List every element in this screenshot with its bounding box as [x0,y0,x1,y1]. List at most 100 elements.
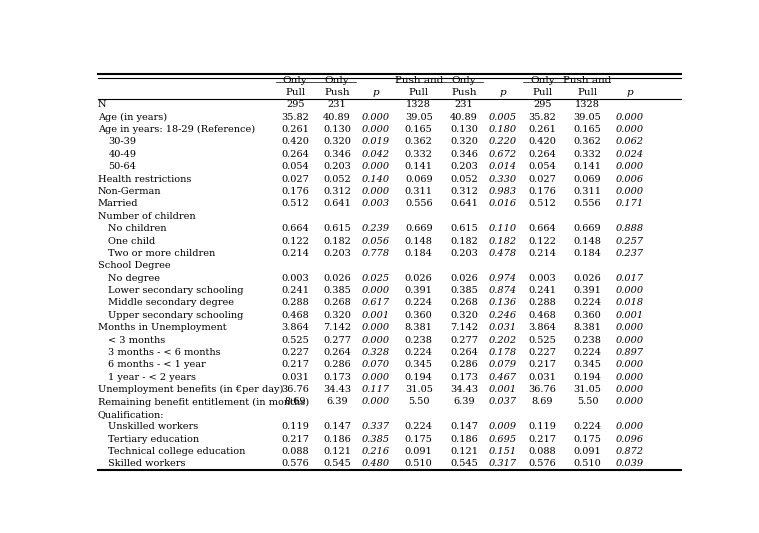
Text: 3 months - < 6 months: 3 months - < 6 months [109,348,221,357]
Text: 0.069: 0.069 [574,175,601,183]
Text: N: N [98,100,106,109]
Text: 0.264: 0.264 [323,348,351,357]
Text: 8.381: 8.381 [405,323,433,332]
Text: Lower secondary schooling: Lower secondary schooling [109,286,244,295]
Text: 0.385: 0.385 [323,286,351,295]
Text: 0.669: 0.669 [405,224,433,233]
Text: 0.224: 0.224 [574,298,602,308]
Text: 0.173: 0.173 [323,373,351,382]
Text: 30-39: 30-39 [109,138,137,147]
Text: 0.214: 0.214 [528,249,556,258]
Text: 0.264: 0.264 [450,348,478,357]
Text: Middle secondary degree: Middle secondary degree [109,298,235,308]
Text: 0.332: 0.332 [405,150,433,159]
Text: 0.173: 0.173 [450,373,478,382]
Text: 0.039: 0.039 [616,459,644,469]
Text: Non-German: Non-German [98,187,162,196]
Text: Only: Only [283,76,307,85]
Text: 0.385: 0.385 [362,434,390,443]
Text: 0.224: 0.224 [405,422,433,431]
Text: 0.148: 0.148 [405,237,433,246]
Text: 0.186: 0.186 [323,434,351,443]
Text: 0.330: 0.330 [489,175,517,183]
Text: 0.121: 0.121 [450,447,478,456]
Text: 0.510: 0.510 [405,459,433,469]
Text: 6.39: 6.39 [326,398,348,407]
Text: 0.983: 0.983 [489,187,517,196]
Text: 0.117: 0.117 [362,385,390,394]
Text: 0.130: 0.130 [450,125,478,134]
Text: 0.203: 0.203 [450,162,478,171]
Text: 0.238: 0.238 [574,336,601,344]
Text: 0.241: 0.241 [281,286,309,295]
Text: Tertiary education: Tertiary education [109,434,200,443]
Text: 8.69: 8.69 [531,398,553,407]
Text: 295: 295 [533,100,552,109]
Text: 0.345: 0.345 [574,360,601,369]
Text: 0.264: 0.264 [282,150,309,159]
Text: 0.545: 0.545 [323,459,351,469]
Text: Pull: Pull [408,88,429,97]
Text: 0.025: 0.025 [362,273,390,282]
Text: 0.031: 0.031 [489,323,517,332]
Text: 35.82: 35.82 [528,112,556,122]
Text: 0.148: 0.148 [574,237,601,246]
Text: 0.001: 0.001 [489,385,517,394]
Text: 0.147: 0.147 [323,422,351,431]
Text: 0.246: 0.246 [489,311,517,320]
Text: 0.091: 0.091 [405,447,433,456]
Text: p: p [627,88,634,97]
Text: 0.203: 0.203 [450,249,478,258]
Text: One child: One child [109,237,156,246]
Text: 0.268: 0.268 [323,298,351,308]
Text: 231: 231 [328,100,346,109]
Text: 0.054: 0.054 [282,162,309,171]
Text: 0.695: 0.695 [489,434,517,443]
Text: 0.277: 0.277 [323,336,351,344]
Text: 0.888: 0.888 [616,224,644,233]
Text: 0.311: 0.311 [574,187,602,196]
Text: 0.320: 0.320 [323,311,351,320]
Text: 0.641: 0.641 [450,199,478,208]
Text: Push and: Push and [395,76,443,85]
Text: 0.261: 0.261 [282,125,309,134]
Text: 0.264: 0.264 [528,150,556,159]
Text: 0.203: 0.203 [323,162,351,171]
Text: 0.026: 0.026 [450,273,478,282]
Text: 0.525: 0.525 [528,336,556,344]
Text: 0.003: 0.003 [528,273,556,282]
Text: No children: No children [109,224,167,233]
Text: 0.000: 0.000 [616,373,644,382]
Text: 6 months - < 1 year: 6 months - < 1 year [109,360,206,369]
Text: 0.286: 0.286 [323,360,351,369]
Text: 0.237: 0.237 [616,249,644,258]
Text: 0.003: 0.003 [362,199,390,208]
Text: 0.239: 0.239 [362,224,390,233]
Text: 0.184: 0.184 [574,249,601,258]
Text: 0.176: 0.176 [282,187,309,196]
Text: 0.220: 0.220 [489,138,517,147]
Text: Months in Unemployment: Months in Unemployment [98,323,226,332]
Text: 1328: 1328 [575,100,600,109]
Text: 0.288: 0.288 [282,298,309,308]
Text: 0.151: 0.151 [489,447,517,456]
Text: 0.165: 0.165 [574,125,601,134]
Text: 0.872: 0.872 [616,447,644,456]
Text: Married: Married [98,199,138,208]
Text: 0.224: 0.224 [405,298,433,308]
Text: 0.186: 0.186 [450,434,478,443]
Text: Health restrictions: Health restrictions [98,175,191,183]
Text: 0.042: 0.042 [362,150,390,159]
Text: Push and: Push and [563,76,612,85]
Text: 0.000: 0.000 [616,360,644,369]
Text: 0.203: 0.203 [323,249,351,258]
Text: 0.000: 0.000 [616,162,644,171]
Text: 0.147: 0.147 [450,422,478,431]
Text: 0.202: 0.202 [489,336,517,344]
Text: Only: Only [325,76,349,85]
Text: Skilled workers: Skilled workers [109,459,186,469]
Text: 0.320: 0.320 [450,138,478,147]
Text: Remaining benefit entitlement (in months): Remaining benefit entitlement (in months… [98,398,309,407]
Text: Two or more children: Two or more children [109,249,216,258]
Text: 0.001: 0.001 [362,311,390,320]
